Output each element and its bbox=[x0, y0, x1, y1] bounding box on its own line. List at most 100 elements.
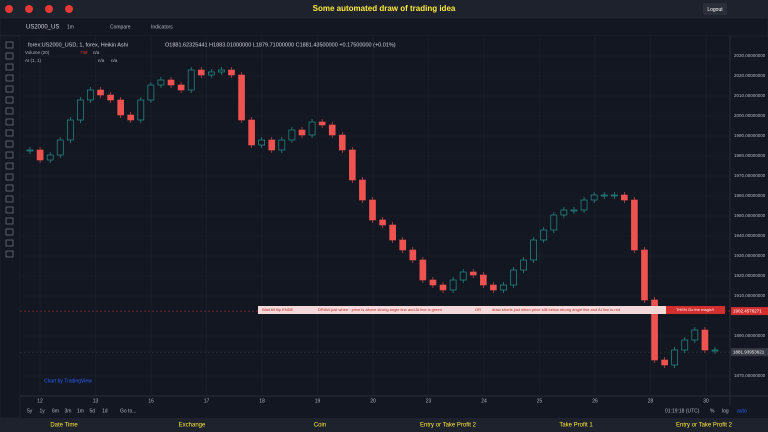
annotation-text: OR bbox=[475, 307, 481, 312]
price-label: 2010.00000000 bbox=[734, 93, 766, 98]
tool-icon[interactable] bbox=[5, 107, 14, 115]
compare[interactable]: Compare bbox=[110, 24, 131, 30]
watermark[interactable]: Chart by TradingView bbox=[44, 378, 92, 384]
legend-ai-na: n/a bbox=[111, 58, 118, 63]
candle bbox=[419, 259, 427, 281]
tool-icon[interactable] bbox=[5, 239, 14, 247]
time-label: 19 bbox=[315, 398, 321, 404]
footer-label: Entry or Take Profit 2 bbox=[420, 423, 477, 429]
candle bbox=[318, 121, 326, 126]
candle bbox=[651, 299, 658, 361]
candle bbox=[197, 69, 205, 76]
icon[interactable] bbox=[45, 5, 53, 13]
candle bbox=[278, 139, 286, 151]
tool-icon[interactable] bbox=[5, 162, 14, 170]
logout-button[interactable] bbox=[703, 3, 727, 15]
tool-icon[interactable] bbox=[5, 250, 14, 258]
tool-icon[interactable] bbox=[5, 96, 14, 104]
icon[interactable] bbox=[25, 5, 33, 13]
candle bbox=[157, 79, 165, 86]
candle bbox=[560, 209, 568, 216]
symbol[interactable]: US2000_US bbox=[26, 25, 59, 31]
annotation-text: Wait till flip ENDE bbox=[262, 307, 294, 312]
tool-icon[interactable] bbox=[5, 63, 14, 71]
time-label: 16 bbox=[148, 398, 154, 404]
tool-icon[interactable] bbox=[5, 228, 14, 236]
time-label: 23 bbox=[426, 398, 432, 404]
range-button[interactable]: 1y bbox=[40, 408, 46, 414]
price-tag-label: 1881.93953621 bbox=[733, 349, 765, 354]
tool-icon[interactable] bbox=[5, 118, 14, 126]
annotation-box bbox=[666, 306, 725, 314]
tool-icon[interactable] bbox=[5, 140, 14, 148]
candle bbox=[46, 154, 54, 161]
tool-icon[interactable] bbox=[5, 195, 14, 203]
candle bbox=[369, 199, 376, 221]
interval[interactable]: 1m bbox=[67, 24, 74, 30]
candle bbox=[631, 199, 638, 251]
tool-icon[interactable] bbox=[5, 74, 14, 82]
time-label: 25 bbox=[537, 398, 543, 404]
candle bbox=[621, 194, 628, 201]
time-label: 17 bbox=[204, 398, 210, 404]
candle bbox=[439, 284, 447, 291]
range-button[interactable]: 6m bbox=[52, 408, 59, 414]
tool-icon[interactable] bbox=[5, 151, 14, 159]
tool-icon[interactable] bbox=[5, 41, 14, 49]
goto[interactable]: Go to... bbox=[120, 408, 136, 414]
candle bbox=[610, 194, 618, 197]
candle bbox=[218, 69, 225, 73]
status-percent[interactable]: % bbox=[710, 408, 715, 414]
tool-icon[interactable] bbox=[5, 52, 14, 60]
price-label: 1980.00000000 bbox=[734, 153, 766, 158]
candle bbox=[56, 139, 64, 156]
candle bbox=[87, 89, 94, 101]
status-log[interactable]: log bbox=[722, 408, 729, 414]
candle bbox=[510, 269, 517, 286]
time-label: 24 bbox=[481, 398, 487, 404]
candle bbox=[409, 249, 417, 261]
logout-label[interactable]: Logout bbox=[707, 7, 723, 13]
candle bbox=[681, 339, 689, 351]
tool-icon[interactable] bbox=[5, 217, 14, 225]
price-label: 2020.00000000 bbox=[734, 73, 766, 78]
range-button[interactable]: 5y bbox=[27, 408, 33, 414]
candle bbox=[550, 214, 558, 231]
price-label: 1950.00000000 bbox=[734, 213, 766, 218]
candle bbox=[117, 99, 124, 116]
candle bbox=[107, 94, 114, 101]
tool-icon[interactable] bbox=[5, 173, 14, 181]
candle bbox=[137, 99, 145, 121]
left-toolbar bbox=[0, 35, 21, 419]
candle bbox=[500, 284, 507, 291]
tool-icon[interactable] bbox=[5, 85, 14, 93]
candle bbox=[399, 239, 407, 251]
annotation-text: draw shorts just when price still below … bbox=[492, 307, 620, 312]
range-button[interactable]: 1d bbox=[102, 408, 108, 414]
legend-volume-na: n/a bbox=[93, 50, 100, 55]
candle bbox=[580, 199, 588, 211]
range-button[interactable]: 5d bbox=[90, 408, 96, 414]
price-label: 2000.00000000 bbox=[734, 113, 766, 118]
price-label: 1940.00000000 bbox=[734, 233, 766, 238]
legend-volume: Volume (20) bbox=[25, 50, 50, 55]
time-label: 30 bbox=[703, 398, 709, 404]
range-button[interactable]: 1m bbox=[77, 408, 84, 414]
price-label: 1970.00000000 bbox=[734, 173, 766, 178]
price-tag bbox=[731, 348, 768, 357]
tool-icon[interactable] bbox=[5, 129, 14, 137]
indicators[interactable]: Indicators bbox=[151, 24, 173, 30]
status-auto[interactable]: auto bbox=[737, 408, 747, 414]
candle bbox=[379, 219, 386, 226]
range-button[interactable]: 3m bbox=[65, 408, 72, 414]
footer-label: Take Profit 1 bbox=[559, 423, 593, 429]
tool-icon[interactable] bbox=[5, 184, 14, 192]
candle bbox=[187, 69, 195, 91]
icon[interactable] bbox=[5, 5, 13, 13]
icon[interactable] bbox=[65, 5, 73, 13]
tool-icon[interactable] bbox=[5, 206, 14, 214]
candles bbox=[26, 67, 719, 368]
price-label: 1870.00000000 bbox=[734, 373, 766, 378]
candle bbox=[389, 224, 396, 241]
